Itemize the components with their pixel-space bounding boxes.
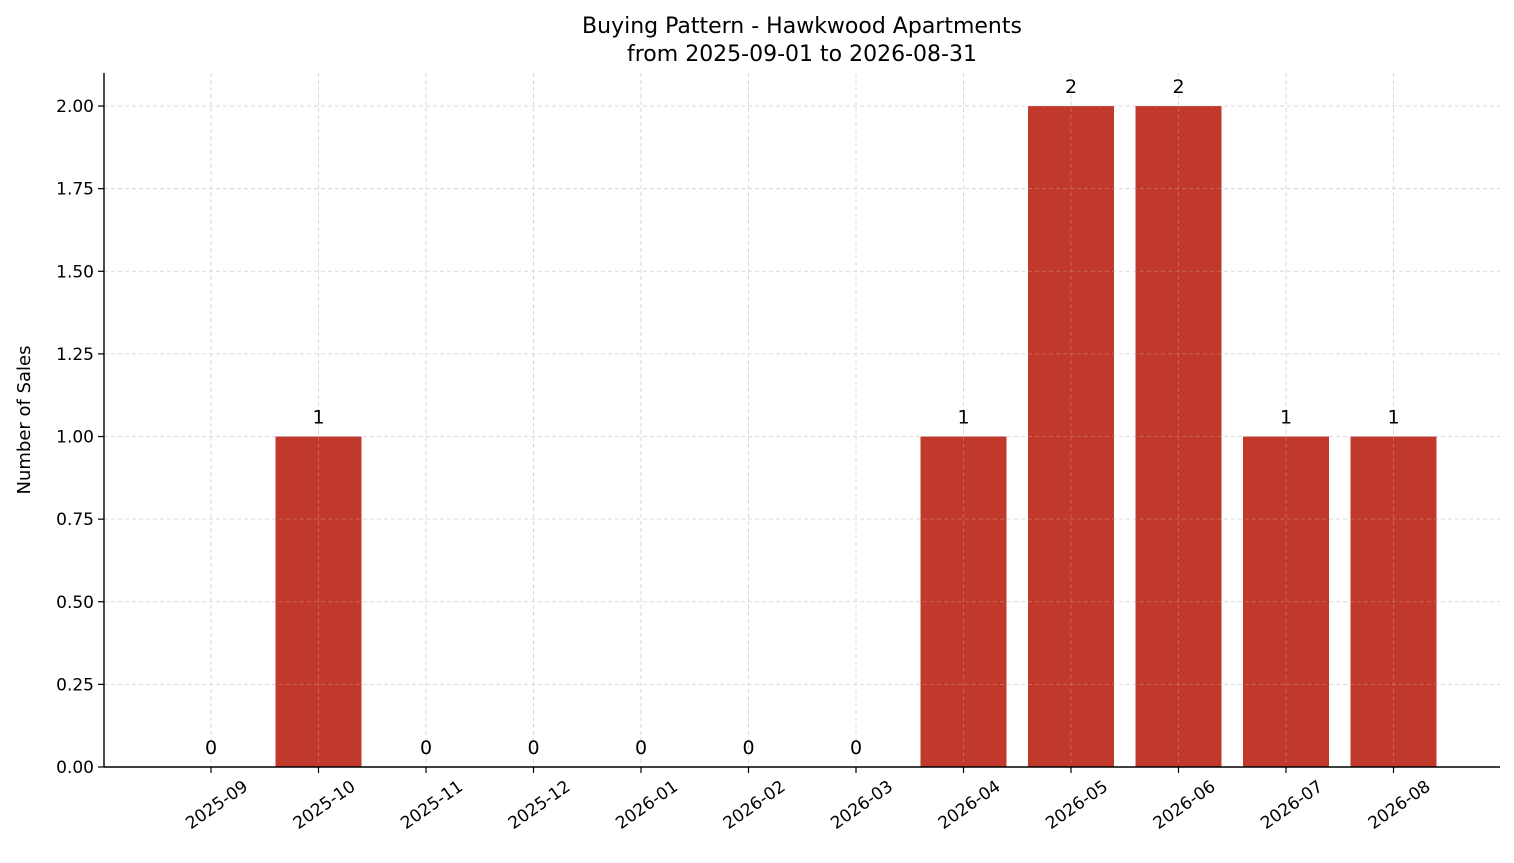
x-tick-label: 2026-04 [935, 777, 1005, 834]
x-ticks: 2025-09 2025-10 2025-11 2025-12 2026-01 2026-… [182, 767, 1434, 834]
bar [275, 436, 362, 767]
bar-value-label: 0 [850, 737, 862, 759]
y-tick-label: 1.00 [56, 428, 94, 448]
bars [275, 106, 1437, 768]
chart-subtitle: from 2025-09-01 to 2026-08-31 [627, 42, 977, 67]
y-tick-label: 0.50 [56, 593, 94, 613]
bar-value-label: 0 [527, 737, 539, 759]
x-tick-label: 2025-09 [182, 777, 252, 834]
data-labels: 0 1 0 0 0 0 0 1 2 2 1 1 [205, 76, 1400, 759]
x-tick-label: 2026-01 [612, 777, 682, 834]
x-tick-label: 2026-07 [1257, 777, 1327, 834]
y-axis-label: Number of Sales [14, 345, 35, 494]
x-tick-label: 2026-02 [720, 777, 790, 834]
x-tick-label: 2025-10 [290, 777, 360, 834]
x-tick-label: 2026-03 [827, 777, 897, 834]
bar-value-label: 1 [312, 407, 324, 429]
x-tick-label: 2025-11 [397, 777, 467, 834]
bar-value-label: 0 [205, 737, 217, 759]
x-tick-label: 2026-05 [1042, 777, 1112, 834]
bar-value-label: 1 [1387, 407, 1399, 429]
bar [1135, 106, 1222, 768]
bar-value-label: 0 [742, 737, 754, 759]
bar-value-label: 2 [1172, 76, 1184, 98]
chart-title: Buying Pattern - Hawkwood Apartments [582, 14, 1022, 39]
x-tick-label: 2025-12 [505, 777, 575, 834]
y-tick-label: 2.00 [56, 97, 94, 117]
bar-value-label: 1 [1280, 407, 1292, 429]
bar-value-label: 0 [635, 737, 647, 759]
bar [1350, 436, 1437, 767]
bar [920, 436, 1007, 767]
y-tick-label: 1.50 [56, 262, 94, 282]
bar [1243, 436, 1329, 767]
bar-value-label: 0 [420, 737, 432, 759]
x-tick-label: 2026-08 [1365, 777, 1435, 834]
y-tick-label: 1.25 [56, 345, 94, 365]
bar-value-label: 2 [1065, 76, 1077, 98]
bar [1028, 106, 1114, 768]
y-tick-label: 0.00 [56, 758, 94, 778]
y-tick-label: 0.75 [56, 510, 94, 530]
x-tick-label: 2026-06 [1150, 777, 1220, 834]
y-tick-label: 1.75 [56, 180, 94, 200]
bar-value-label: 1 [957, 407, 969, 429]
y-ticks: 0.00 0.25 0.50 0.75 1.00 1.25 1.50 1.75 2.00 [56, 97, 104, 778]
y-tick-label: 0.25 [56, 675, 94, 695]
